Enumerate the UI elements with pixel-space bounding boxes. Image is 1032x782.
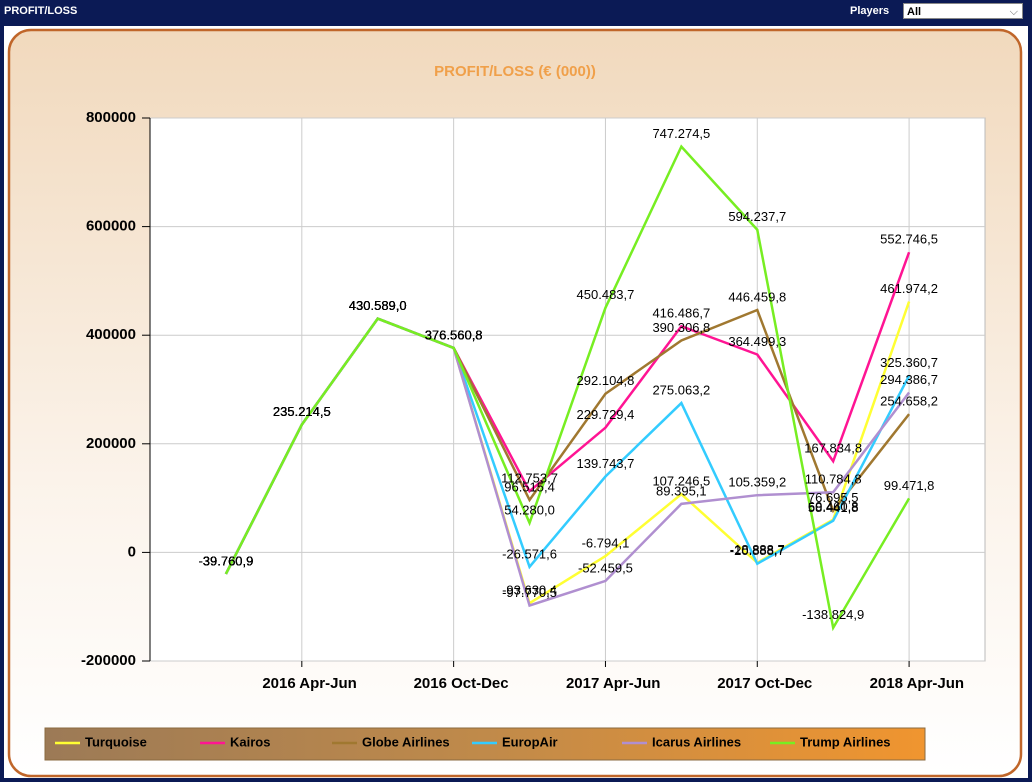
header-bar: PROFIT/LOSS Players All ⌵ <box>0 0 1032 24</box>
data-label: 99.471,8 <box>884 478 935 493</box>
x-tick-label: 2018 Apr-Jun <box>870 675 964 692</box>
data-label: 390.306,8 <box>652 320 710 335</box>
legend-label: Trump Airlines <box>800 734 891 749</box>
series-line <box>224 144 911 632</box>
data-label: 430.589,0 <box>349 298 407 313</box>
data-label: 235.214,5 <box>273 404 331 419</box>
data-label: 376.560,8 <box>425 327 483 342</box>
data-label: 430.589,0 <box>349 298 407 313</box>
y-tick-label: 800000 <box>86 109 136 126</box>
data-label: 461.974,2 <box>880 281 938 296</box>
data-label: 376.560,8 <box>425 327 483 342</box>
data-label: 235.214,5 <box>273 404 331 419</box>
data-label: 376.560,8 <box>425 327 483 342</box>
data-label: -39.760,9 <box>198 553 253 568</box>
data-label: 376.560,8 <box>425 327 483 342</box>
data-label: 60.460,8 <box>808 499 859 514</box>
players-select[interactable]: All ⌵ <box>903 3 1023 19</box>
x-tick-label: 2017 Oct-Dec <box>717 675 812 692</box>
filter-label: Players <box>850 5 890 17</box>
legend-label: EuropAir <box>502 734 558 749</box>
data-label: -26.571,6 <box>502 546 557 561</box>
data-label: -138.824,9 <box>802 607 864 622</box>
y-tick-label: -200000 <box>81 652 136 669</box>
data-label: 552.746,5 <box>880 232 938 247</box>
data-label: 747.274,5 <box>652 126 710 141</box>
data-label: 235.214,5 <box>273 404 331 419</box>
data-label: 139.743,7 <box>577 456 635 471</box>
data-label: 376.560,8 <box>425 327 483 342</box>
data-label: 364.499,3 <box>728 334 786 349</box>
x-tick-label: 2016 Oct-Dec <box>414 675 509 692</box>
data-label: -39.760,9 <box>198 553 253 568</box>
data-label: 325.360,7 <box>880 355 938 370</box>
data-label: 110.784,8 <box>805 472 862 487</box>
data-label: -6.794,1 <box>582 536 630 551</box>
data-label: -18.888,7 <box>730 542 785 557</box>
plot-area <box>149 117 986 662</box>
data-label: 235.214,5 <box>273 404 331 419</box>
data-label: 275.063,2 <box>652 382 710 397</box>
data-label: 76.695,5 <box>808 490 859 505</box>
data-label: 112.753,7 <box>501 471 558 486</box>
data-label: 430.589,0 <box>349 298 407 313</box>
x-tick-label: 2017 Apr-Jun <box>566 675 660 692</box>
data-label: 376.560,8 <box>425 327 483 342</box>
data-label: 294.386,7 <box>880 372 938 387</box>
data-label: 167.834,8 <box>804 441 862 456</box>
x-tick-label: 2016 Apr-Jun <box>262 675 356 692</box>
data-label: 450.483,7 <box>577 287 635 302</box>
data-label: 54.280,0 <box>504 502 555 517</box>
legend-label: Globe Airlines <box>362 734 450 749</box>
data-label: -52.459,5 <box>578 560 633 575</box>
y-tick-label: 200000 <box>86 435 136 452</box>
y-tick-label: 600000 <box>86 218 136 235</box>
data-label: -39.760,9 <box>198 553 253 568</box>
data-label: 89.395,1 <box>656 483 707 498</box>
legend-label: Kairos <box>230 734 270 749</box>
data-label: 292.104,8 <box>577 373 635 388</box>
data-label: -39.760,9 <box>198 553 253 568</box>
data-label: 105.359,2 <box>728 475 786 490</box>
dropdown-arrow: ⌵ <box>1009 6 1018 18</box>
legend-label: Turquoise <box>85 734 147 749</box>
data-label: -39.760,9 <box>198 553 253 568</box>
data-label: 229.729,4 <box>577 407 635 422</box>
data-label: 58.441,8 <box>808 500 859 515</box>
data-label: 430.589,0 <box>349 298 407 313</box>
data-label: -93.630,4 <box>502 583 557 598</box>
data-label: 416.486,7 <box>652 306 710 321</box>
y-tick-label: 400000 <box>86 326 136 343</box>
data-label: 594.237,7 <box>728 209 786 224</box>
data-label: 235.214,5 <box>273 404 331 419</box>
data-label: 235.214,5 <box>273 404 331 419</box>
data-label: -39.760,9 <box>198 553 253 568</box>
data-label: 96.515,4 <box>504 479 555 494</box>
page-title: PROFIT/LOSS <box>4 5 78 17</box>
data-label: 254.658,2 <box>880 394 938 409</box>
data-label: 430.589,0 <box>349 298 407 313</box>
legend-label: Icarus Airlines <box>652 734 741 749</box>
y-tick-label: 0 <box>128 543 136 560</box>
data-label: 430.589,0 <box>349 298 407 313</box>
data-label: -97.770,5 <box>502 585 557 600</box>
select-value: All <box>907 6 922 18</box>
data-label: -20.888,7 <box>730 543 785 558</box>
chart-title: PROFIT/LOSS (€ (000)) <box>434 63 596 80</box>
data-label: 107.246,5 <box>652 474 710 489</box>
data-label: 446.459,8 <box>728 289 786 304</box>
